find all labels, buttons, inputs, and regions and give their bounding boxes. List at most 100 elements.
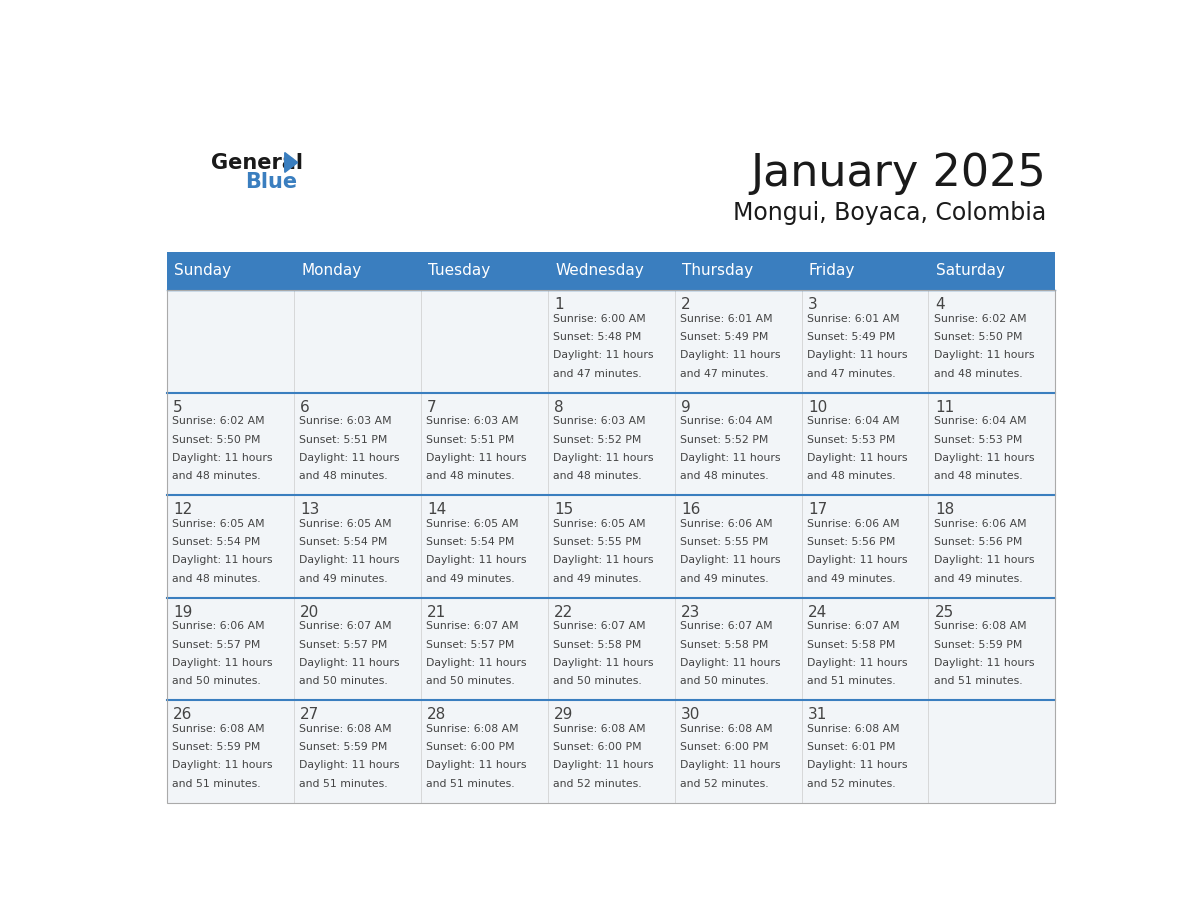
- Text: Sunrise: 6:03 AM: Sunrise: 6:03 AM: [554, 416, 646, 426]
- Text: Sunset: 5:50 PM: Sunset: 5:50 PM: [172, 434, 261, 444]
- Bar: [293, 393, 421, 496]
- Bar: [421, 598, 548, 700]
- Text: Daylight: 11 hours: Daylight: 11 hours: [681, 760, 781, 770]
- Text: Sunset: 5:53 PM: Sunset: 5:53 PM: [807, 434, 896, 444]
- Bar: [293, 290, 421, 393]
- Text: Sunrise: 6:08 AM: Sunrise: 6:08 AM: [554, 723, 646, 733]
- Text: 13: 13: [301, 502, 320, 518]
- Text: and 51 minutes.: and 51 minutes.: [299, 778, 388, 789]
- Bar: [293, 496, 421, 598]
- Polygon shape: [285, 152, 298, 173]
- Text: Blue: Blue: [245, 173, 297, 192]
- Text: and 47 minutes.: and 47 minutes.: [681, 369, 769, 379]
- Text: 30: 30: [681, 708, 701, 722]
- Text: 23: 23: [681, 605, 701, 620]
- Text: 19: 19: [173, 605, 192, 620]
- Text: Sunset: 5:57 PM: Sunset: 5:57 PM: [299, 640, 387, 650]
- Text: Daylight: 11 hours: Daylight: 11 hours: [172, 555, 273, 565]
- Bar: [802, 393, 929, 496]
- Text: and 51 minutes.: and 51 minutes.: [807, 677, 896, 687]
- Bar: [548, 598, 675, 700]
- Text: Sunrise: 6:05 AM: Sunrise: 6:05 AM: [554, 519, 646, 529]
- Bar: [166, 290, 293, 393]
- Bar: [166, 252, 1055, 290]
- Bar: [675, 598, 802, 700]
- Text: Daylight: 11 hours: Daylight: 11 hours: [299, 555, 400, 565]
- Text: and 48 minutes.: and 48 minutes.: [934, 369, 1023, 379]
- Text: Sunset: 6:00 PM: Sunset: 6:00 PM: [681, 742, 769, 752]
- Text: Thursday: Thursday: [682, 263, 753, 278]
- Text: 1: 1: [554, 297, 564, 312]
- Bar: [166, 290, 1055, 803]
- Text: and 49 minutes.: and 49 minutes.: [807, 574, 896, 584]
- Text: Sunset: 6:00 PM: Sunset: 6:00 PM: [554, 742, 642, 752]
- Text: and 48 minutes.: and 48 minutes.: [807, 471, 896, 481]
- Text: 12: 12: [173, 502, 192, 518]
- Text: Sunrise: 6:00 AM: Sunrise: 6:00 AM: [554, 314, 646, 324]
- Text: Monday: Monday: [302, 263, 361, 278]
- Text: Sunset: 5:59 PM: Sunset: 5:59 PM: [172, 742, 261, 752]
- Text: Wednesday: Wednesday: [555, 263, 644, 278]
- Text: and 48 minutes.: and 48 minutes.: [172, 574, 261, 584]
- Text: Sunset: 5:54 PM: Sunset: 5:54 PM: [172, 537, 261, 547]
- Text: Sunrise: 6:08 AM: Sunrise: 6:08 AM: [934, 621, 1026, 632]
- Bar: [548, 496, 675, 598]
- Text: Sunrise: 6:08 AM: Sunrise: 6:08 AM: [426, 723, 519, 733]
- Text: 20: 20: [301, 605, 320, 620]
- Text: Daylight: 11 hours: Daylight: 11 hours: [299, 453, 400, 463]
- Bar: [929, 700, 1055, 803]
- Text: Daylight: 11 hours: Daylight: 11 hours: [299, 760, 400, 770]
- Text: Sunrise: 6:06 AM: Sunrise: 6:06 AM: [807, 519, 899, 529]
- Text: 26: 26: [173, 708, 192, 722]
- Text: Sunset: 5:59 PM: Sunset: 5:59 PM: [934, 640, 1023, 650]
- Text: 22: 22: [554, 605, 574, 620]
- Text: Sunset: 5:55 PM: Sunset: 5:55 PM: [681, 537, 769, 547]
- Bar: [166, 598, 293, 700]
- Text: Sunrise: 6:06 AM: Sunrise: 6:06 AM: [934, 519, 1026, 529]
- Bar: [929, 290, 1055, 393]
- Text: Sunrise: 6:02 AM: Sunrise: 6:02 AM: [172, 416, 265, 426]
- Text: Daylight: 11 hours: Daylight: 11 hours: [426, 555, 526, 565]
- Text: Sunrise: 6:01 AM: Sunrise: 6:01 AM: [681, 314, 772, 324]
- Text: and 49 minutes.: and 49 minutes.: [426, 574, 514, 584]
- Bar: [802, 496, 929, 598]
- Text: Daylight: 11 hours: Daylight: 11 hours: [172, 658, 273, 668]
- Text: Sunrise: 6:02 AM: Sunrise: 6:02 AM: [934, 314, 1026, 324]
- Text: Sunset: 5:55 PM: Sunset: 5:55 PM: [554, 537, 642, 547]
- Text: Daylight: 11 hours: Daylight: 11 hours: [554, 555, 653, 565]
- Text: 11: 11: [935, 400, 954, 415]
- Text: 29: 29: [554, 708, 574, 722]
- Text: Daylight: 11 hours: Daylight: 11 hours: [934, 351, 1035, 361]
- Text: Daylight: 11 hours: Daylight: 11 hours: [554, 658, 653, 668]
- Text: 28: 28: [428, 708, 447, 722]
- Text: 7: 7: [428, 400, 437, 415]
- Text: and 52 minutes.: and 52 minutes.: [807, 778, 896, 789]
- Bar: [166, 393, 293, 496]
- Text: Tuesday: Tuesday: [428, 263, 491, 278]
- Bar: [929, 496, 1055, 598]
- Text: and 51 minutes.: and 51 minutes.: [172, 778, 261, 789]
- Text: Sunrise: 6:07 AM: Sunrise: 6:07 AM: [554, 621, 646, 632]
- Bar: [293, 598, 421, 700]
- Text: Sunrise: 6:05 AM: Sunrise: 6:05 AM: [172, 519, 265, 529]
- Text: Sunset: 6:01 PM: Sunset: 6:01 PM: [807, 742, 896, 752]
- Text: 5: 5: [173, 400, 183, 415]
- Bar: [802, 700, 929, 803]
- Text: Daylight: 11 hours: Daylight: 11 hours: [426, 760, 526, 770]
- Text: Daylight: 11 hours: Daylight: 11 hours: [807, 453, 908, 463]
- Bar: [548, 700, 675, 803]
- Text: Daylight: 11 hours: Daylight: 11 hours: [172, 453, 273, 463]
- Text: Sunset: 5:57 PM: Sunset: 5:57 PM: [426, 640, 514, 650]
- Bar: [421, 700, 548, 803]
- Text: and 49 minutes.: and 49 minutes.: [299, 574, 388, 584]
- Bar: [929, 393, 1055, 496]
- Text: and 48 minutes.: and 48 minutes.: [681, 471, 769, 481]
- Text: Sunset: 5:58 PM: Sunset: 5:58 PM: [681, 640, 769, 650]
- Text: General: General: [211, 153, 303, 174]
- Text: Sunrise: 6:07 AM: Sunrise: 6:07 AM: [426, 621, 519, 632]
- Text: Mongui, Boyaca, Colombia: Mongui, Boyaca, Colombia: [733, 201, 1047, 225]
- Text: January 2025: January 2025: [751, 152, 1047, 196]
- Text: 27: 27: [301, 708, 320, 722]
- Text: Sunset: 5:59 PM: Sunset: 5:59 PM: [299, 742, 387, 752]
- Text: Daylight: 11 hours: Daylight: 11 hours: [681, 658, 781, 668]
